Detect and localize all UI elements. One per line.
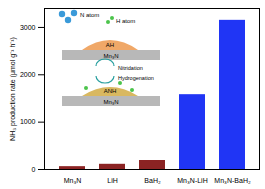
svg-text:BaH₂: BaH₂ — [144, 177, 161, 184]
svg-text:Nitridation: Nitridation — [118, 65, 143, 71]
svg-text:Mn₃N: Mn₃N — [103, 53, 118, 59]
svg-text:3000: 3000 — [20, 24, 36, 31]
svg-text:N atom: N atom — [80, 12, 99, 18]
svg-text:Mn₃N-BaH₂: Mn₃N-BaH₂ — [214, 177, 251, 184]
svg-text:Mn₃N: Mn₃N — [64, 177, 82, 184]
svg-text:Mn₃N: Mn₃N — [103, 99, 118, 105]
svg-text:NH₃ production rate (μmol g⁻¹: NH₃ production rate (μmol g⁻¹ h⁻¹) — [9, 37, 17, 141]
svg-text:1000: 1000 — [20, 118, 36, 125]
svg-text:0: 0 — [32, 166, 36, 173]
svg-text:Hydrogenation: Hydrogenation — [118, 75, 154, 81]
svg-text:ANH: ANH — [104, 88, 117, 94]
svg-text:AH: AH — [106, 42, 114, 48]
svg-text:LiH: LiH — [107, 177, 118, 184]
svg-text:Mn₃N-LiH: Mn₃N-LiH — [177, 177, 207, 184]
svg-text:2000: 2000 — [20, 71, 36, 78]
svg-text:H atom: H atom — [116, 18, 135, 24]
